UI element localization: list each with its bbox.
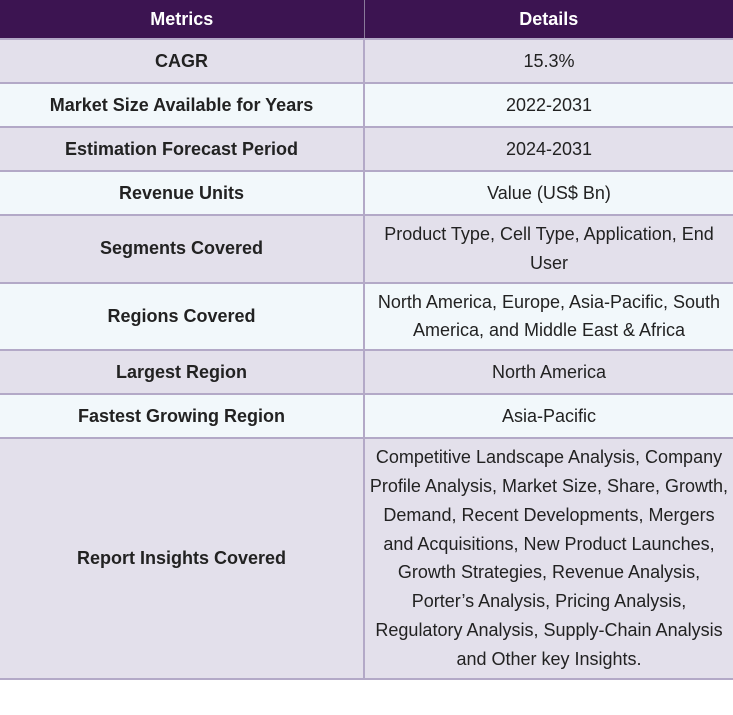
metrics-column-header: Metrics — [0, 0, 365, 39]
metric-cell: Report Insights Covered — [0, 437, 365, 680]
metric-cell: Regions Covered — [0, 281, 365, 352]
table-row: Regions Covered North America, Europe, A… — [0, 281, 733, 352]
metric-cell: CAGR — [0, 38, 365, 84]
detail-cell: Product Type, Cell Type, Application, En… — [363, 214, 733, 284]
table-header-row: Metrics Details — [0, 0, 733, 39]
detail-cell: 15.3% — [363, 38, 733, 84]
metric-cell: Segments Covered — [0, 214, 365, 284]
detail-cell: North America, Europe, Asia-Pacific, Sou… — [363, 281, 733, 352]
metric-cell: Revenue Units — [0, 170, 365, 216]
table-row: CAGR 15.3% — [0, 38, 733, 84]
metric-cell: Estimation Forecast Period — [0, 126, 365, 172]
table-row: Estimation Forecast Period 2024-2031 — [0, 126, 733, 172]
detail-cell: 2024-2031 — [363, 126, 733, 172]
detail-cell: Asia-Pacific — [363, 393, 733, 440]
table-row: Segments Covered Product Type, Cell Type… — [0, 214, 733, 284]
table-row: Revenue Units Value (US$ Bn) — [0, 170, 733, 216]
table-row: Fastest Growing Region Asia-Pacific — [0, 393, 733, 440]
table-row: Largest Region North America — [0, 349, 733, 396]
detail-cell: Competitive Landscape Analysis, Company … — [363, 437, 733, 680]
report-metrics-table: Metrics Details CAGR 15.3% Market Size A… — [0, 0, 733, 680]
table-row: Market Size Available for Years 2022-203… — [0, 82, 733, 128]
table-row: Report Insights Covered Competitive Land… — [0, 437, 733, 680]
detail-cell: 2022-2031 — [363, 82, 733, 128]
details-column-header: Details — [364, 0, 733, 39]
detail-cell: North America — [363, 349, 733, 396]
detail-cell: Value (US$ Bn) — [363, 170, 733, 216]
metric-cell: Market Size Available for Years — [0, 82, 365, 128]
metric-cell: Fastest Growing Region — [0, 393, 365, 440]
metric-cell: Largest Region — [0, 349, 365, 396]
